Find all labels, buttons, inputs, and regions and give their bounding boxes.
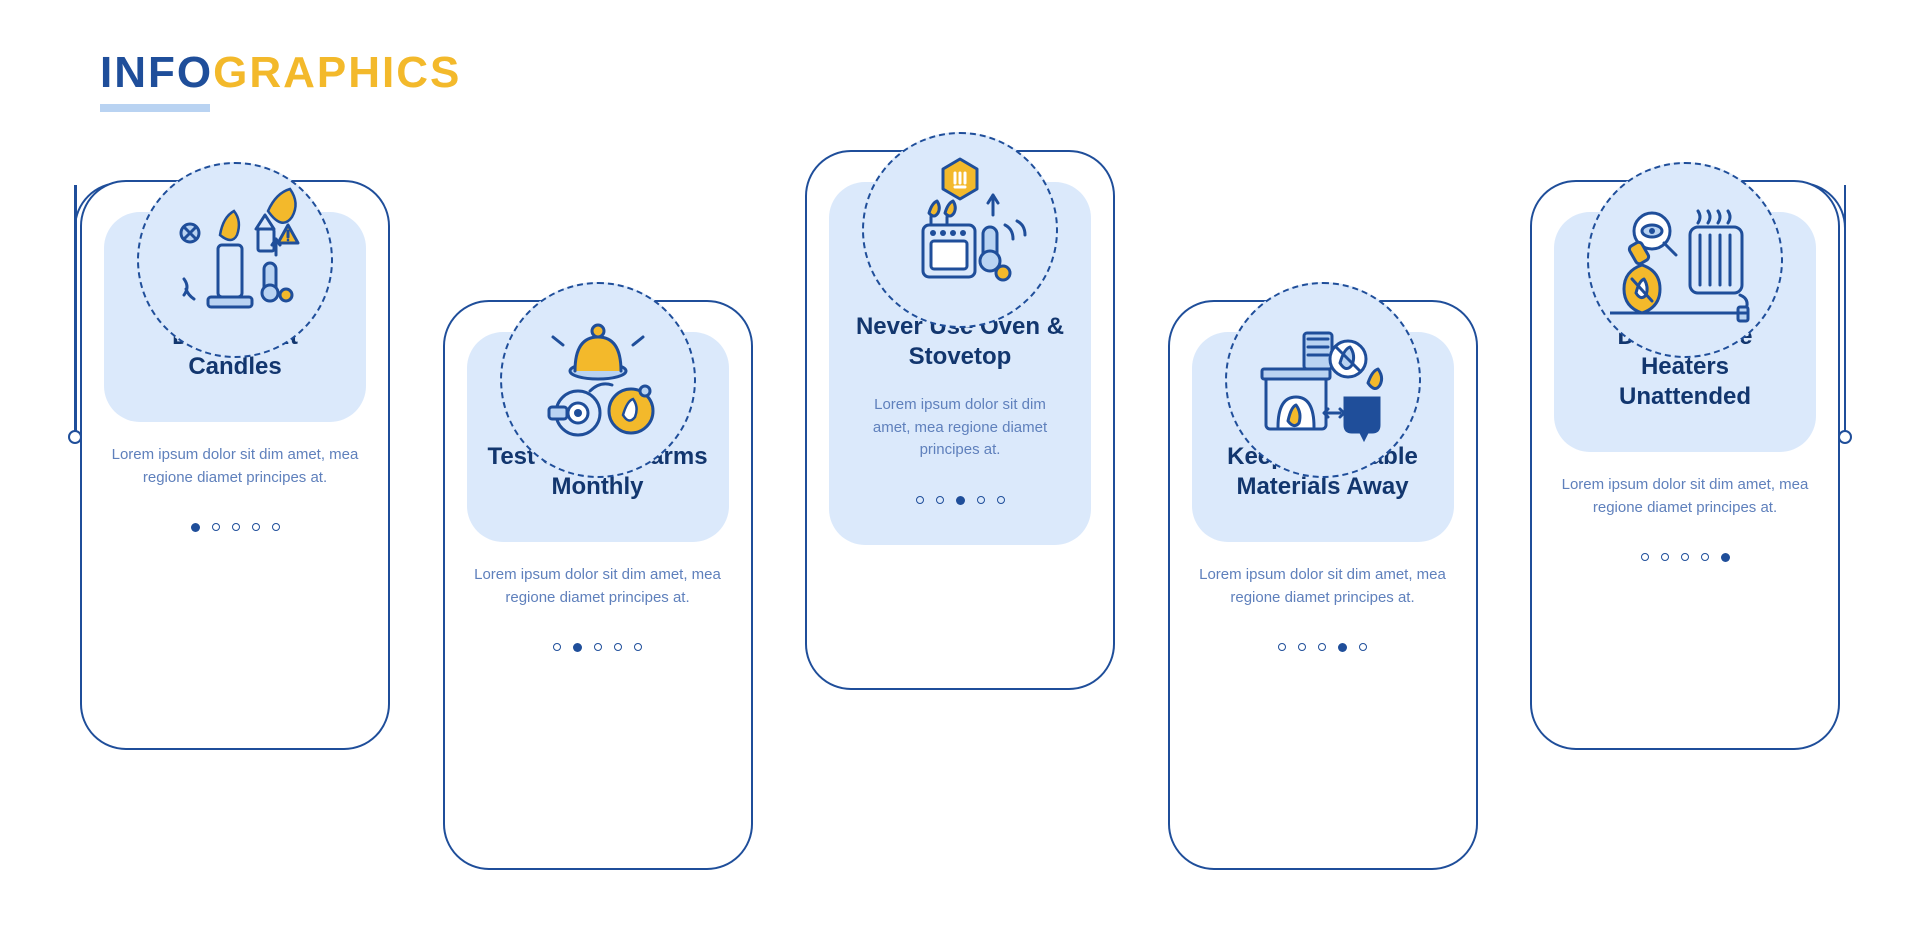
- connector-node: [1838, 430, 1852, 444]
- card-smoke-alarms: Test Smoke Alarms Monthly Lorem ipsum dol…: [443, 300, 753, 870]
- dot: [1701, 553, 1709, 561]
- candle-icon: [137, 162, 333, 358]
- cards-row: Don't Light Candles Lorem ipsum dolor sit…: [80, 150, 1840, 870]
- dot: [1661, 553, 1669, 561]
- header: INFOGRAPHICS: [100, 48, 461, 112]
- dot: [553, 643, 561, 651]
- dot: [573, 643, 582, 652]
- card-panel: Don't Leave Heaters Unattended: [1554, 212, 1816, 452]
- dot: [252, 523, 260, 531]
- oven-icon: [862, 132, 1058, 328]
- dot: [614, 643, 622, 651]
- card-body: Lorem ipsum dolor sit dim amet, mea regi…: [849, 394, 1071, 462]
- dot: [936, 496, 944, 504]
- card-dots: [849, 496, 1071, 505]
- card-dots: [1641, 553, 1730, 562]
- fireplace-icon: [1225, 282, 1421, 478]
- dot: [1318, 643, 1326, 651]
- card-flammable: Keep Flammable Materials Away Lorem ipsum…: [1168, 300, 1478, 870]
- dot: [916, 496, 924, 504]
- card-frame: Test Smoke Alarms Monthly Lorem ipsum dol…: [443, 300, 753, 870]
- card-panel: Never Use Oven & StovetopLorem ipsum dol…: [829, 182, 1091, 545]
- card-frame: Keep Flammable Materials Away Lorem ipsum…: [1168, 300, 1478, 870]
- card-panel: Don't Light Candles: [104, 212, 366, 422]
- dot: [191, 523, 200, 532]
- dot: [1278, 643, 1286, 651]
- dot: [997, 496, 1005, 504]
- dot: [634, 643, 642, 651]
- card-panel: Test Smoke Alarms Monthly: [467, 332, 729, 542]
- heater-icon: [1587, 162, 1783, 358]
- card-frame: Never Use Oven & StovetopLorem ipsum dol…: [805, 150, 1115, 690]
- dot: [594, 643, 602, 651]
- dot: [1641, 553, 1649, 561]
- card-dots: [553, 643, 642, 652]
- dot: [1298, 643, 1306, 651]
- alarm-icon: [500, 282, 696, 478]
- dot: [1721, 553, 1730, 562]
- card-oven: Never Use Oven & StovetopLorem ipsum dol…: [805, 150, 1115, 690]
- header-title: INFOGRAPHICS: [100, 48, 461, 98]
- card-frame: Don't Light Candles Lorem ipsum dolor sit…: [80, 180, 390, 750]
- dot: [232, 523, 240, 531]
- card-candles: Don't Light Candles Lorem ipsum dolor sit…: [80, 180, 390, 750]
- dot: [1338, 643, 1347, 652]
- header-title-part1: INFO: [100, 48, 213, 97]
- dot: [272, 523, 280, 531]
- dot: [1359, 643, 1367, 651]
- header-title-part2: GRAPHICS: [213, 48, 461, 97]
- card-body: Lorem ipsum dolor sit dim amet, mea regi…: [1554, 474, 1816, 519]
- header-underline: [100, 104, 210, 112]
- card-frame: Don't Leave Heaters Unattended Lorem ipsu…: [1530, 180, 1840, 750]
- card-heaters: Don't Leave Heaters Unattended Lorem ipsu…: [1530, 180, 1840, 750]
- card-body: Lorem ipsum dolor sit dim amet, mea regi…: [467, 564, 729, 609]
- card-body: Lorem ipsum dolor sit dim amet, mea regi…: [104, 444, 366, 489]
- dot: [1681, 553, 1689, 561]
- card-dots: [1278, 643, 1367, 652]
- dot: [977, 496, 985, 504]
- dot: [956, 496, 965, 505]
- card-dots: [191, 523, 280, 532]
- card-panel: Keep Flammable Materials Away: [1192, 332, 1454, 542]
- dot: [212, 523, 220, 531]
- card-body: Lorem ipsum dolor sit dim amet, mea regi…: [1192, 564, 1454, 609]
